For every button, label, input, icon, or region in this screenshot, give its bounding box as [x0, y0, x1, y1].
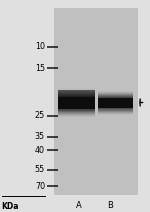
- Bar: [98, 98, 133, 108]
- Bar: [98, 95, 133, 111]
- Bar: [58, 88, 95, 117]
- Bar: [58, 95, 95, 111]
- Bar: [58, 96, 95, 109]
- Bar: [98, 93, 133, 113]
- Text: KDa: KDa: [2, 202, 19, 211]
- Bar: [58, 92, 95, 114]
- Bar: [98, 94, 133, 112]
- Text: 10: 10: [35, 42, 45, 51]
- Bar: [98, 96, 133, 109]
- Text: A: A: [76, 201, 82, 210]
- Bar: [98, 91, 133, 115]
- Text: 70: 70: [35, 182, 45, 191]
- Bar: [58, 93, 95, 112]
- Bar: [98, 93, 133, 113]
- Bar: [58, 89, 95, 117]
- Bar: [58, 90, 95, 116]
- Bar: [58, 95, 95, 111]
- Bar: [98, 96, 133, 110]
- Bar: [98, 95, 133, 110]
- Bar: [58, 97, 95, 109]
- Text: 40: 40: [35, 146, 45, 155]
- Text: 15: 15: [35, 64, 45, 73]
- Bar: [98, 98, 133, 108]
- Bar: [54, 8, 138, 195]
- Bar: [58, 92, 95, 114]
- Bar: [98, 94, 133, 112]
- Bar: [58, 90, 95, 97]
- Bar: [58, 93, 95, 113]
- Bar: [98, 97, 133, 109]
- Bar: [58, 97, 95, 109]
- Bar: [58, 96, 95, 110]
- Text: 25: 25: [35, 112, 45, 120]
- Bar: [98, 92, 133, 114]
- Text: 35: 35: [35, 132, 45, 141]
- Bar: [58, 91, 95, 115]
- Bar: [98, 97, 133, 109]
- Bar: [58, 90, 95, 116]
- Text: 55: 55: [35, 165, 45, 174]
- Bar: [98, 92, 133, 114]
- Bar: [58, 94, 95, 112]
- Bar: [98, 91, 133, 115]
- Text: B: B: [107, 201, 113, 210]
